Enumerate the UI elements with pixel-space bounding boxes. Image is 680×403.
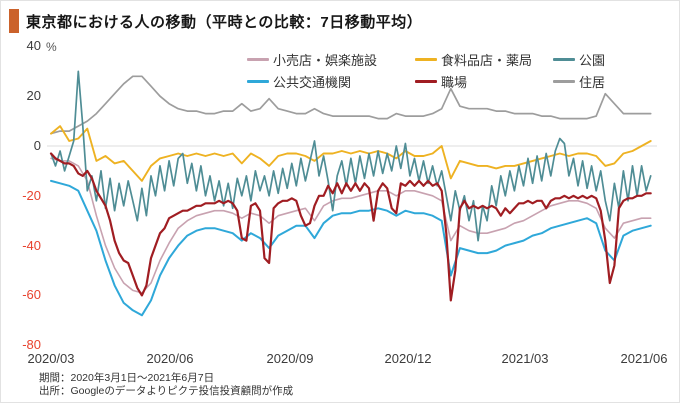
- legend: 小売店・娯楽施設 食料品店・薬局 公園 公共交通機関 職場 住居: [247, 48, 643, 92]
- line-parks: [50, 70, 652, 242]
- line-workplaces: [49, 152, 652, 302]
- line-retail-recreation: [50, 157, 652, 294]
- legend-label-workplaces: 職場: [441, 74, 468, 90]
- legend-swatch-transit: [247, 79, 269, 83]
- legend-swatch-parks: [553, 57, 575, 61]
- legend-label-transit: 公共交通機関: [273, 74, 352, 90]
- legend-swatch-workplaces: [415, 79, 437, 83]
- y-tick--80: -80: [22, 337, 41, 352]
- x-tick-2021-06: 2021/06: [620, 351, 668, 366]
- y-tick--60: -60: [22, 287, 41, 302]
- x-tick-2021-03: 2021/03: [501, 351, 549, 366]
- legend-item-retail-recreation: 小売店・娯楽施設: [247, 50, 415, 69]
- y-tick-40: 40: [26, 38, 41, 53]
- footnote-period: 期間：2020年3月1日～2021年6月7日: [39, 372, 215, 384]
- y-tick-20: 20: [26, 88, 41, 103]
- legend-item-residential: 住居: [553, 72, 643, 91]
- x-tick-2020-09: 2020/09: [266, 351, 314, 366]
- legend-label-grocery-pharmacy: 食料品店・薬局: [441, 52, 533, 68]
- y-tick--40: -40: [22, 238, 41, 253]
- footnote-source: 出所：Googleのデータよりピクテ投信投資顧問が作成: [39, 385, 294, 397]
- y-tick-0: 0: [33, 138, 41, 153]
- legend-item-transit: 公共交通機関: [247, 72, 415, 91]
- x-tick-2020-03: 2020/03: [27, 351, 75, 366]
- title-accent-bar: [9, 9, 19, 33]
- legend-label-residential: 住居: [579, 74, 606, 90]
- legend-item-workplaces: 職場: [415, 72, 553, 91]
- legend-label-retail-recreation: 小売店・娯楽施設: [273, 52, 378, 68]
- x-tick-2020-12: 2020/12: [384, 351, 432, 366]
- y-axis-unit: %: [46, 40, 57, 54]
- legend-label-parks: 公園: [579, 52, 606, 68]
- legend-swatch-grocery-pharmacy: [415, 57, 437, 61]
- line-transit: [50, 179, 652, 317]
- y-tick--20: -20: [22, 188, 41, 203]
- legend-item-grocery-pharmacy: 食料品店・薬局: [415, 50, 553, 69]
- x-tick-2020-06: 2020/06: [146, 351, 194, 366]
- legend-item-parks: 公園: [553, 50, 643, 69]
- legend-swatch-residential: [553, 79, 575, 83]
- line-grocery-pharmacy: [50, 125, 652, 182]
- legend-swatch-retail-recreation: [247, 57, 269, 61]
- footnotes: 期間：2020年3月1日～2021年6月7日 出所：Googleのデータよりピク…: [39, 372, 293, 398]
- line-residential: [50, 75, 652, 135]
- chart-title: 東京都における人の移動（平時との比較：7日移動平均）: [26, 13, 423, 31]
- title-row: 東京都における人の移動（平時との比較：7日移動平均）: [9, 8, 422, 34]
